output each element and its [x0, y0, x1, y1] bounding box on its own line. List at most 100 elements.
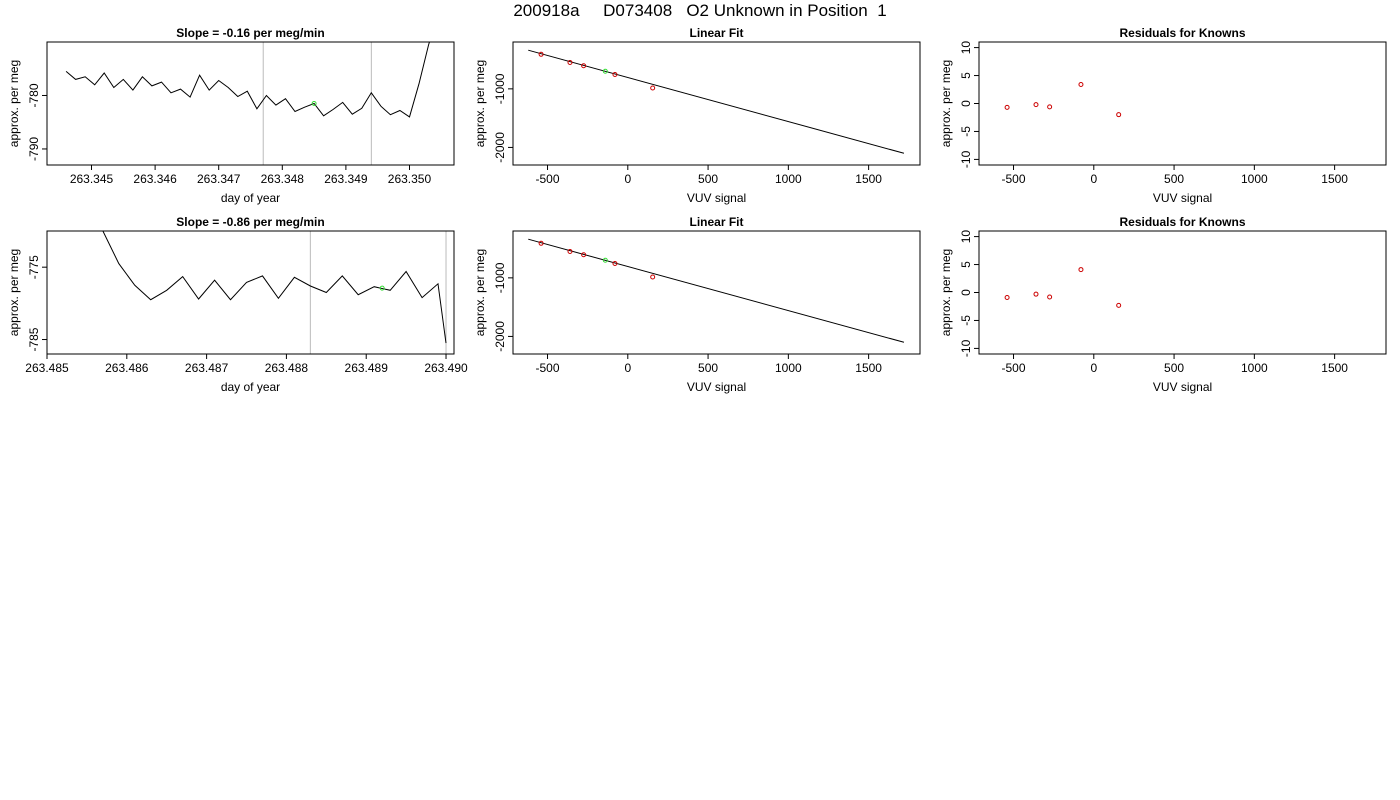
chart-title: Linear Fit: [689, 215, 743, 229]
plot-area: [65, 42, 430, 165]
panel-residuals-1: Residuals for Knowns VUV signal approx. pe…: [932, 24, 1398, 213]
y-tick-label: 10: [959, 41, 973, 55]
x-tick-label: 0: [624, 172, 631, 186]
unknown-point: [379, 285, 385, 291]
known-point: [1078, 81, 1084, 87]
known-point: [567, 60, 573, 65]
x-axis-label: VUV signal: [1153, 191, 1212, 205]
known-point: [581, 252, 587, 258]
plot-area: [528, 238, 905, 343]
known-point: [1047, 104, 1053, 110]
known-point: [1116, 302, 1122, 308]
x-tick-label: 1000: [1241, 361, 1268, 375]
y-axis-label: approx. per meg: [7, 249, 21, 336]
y-tick-label: -10: [959, 150, 973, 168]
y-tick-label: -1000: [493, 73, 507, 104]
x-axis-label: VUV signal: [1153, 380, 1212, 394]
y-axis-label: approx. per meg: [939, 249, 953, 336]
x-tick-label: 263.485: [25, 361, 69, 375]
y-tick-label: -5: [959, 315, 973, 326]
known-point: [1047, 294, 1053, 300]
x-tick-label: 263.489: [345, 361, 389, 375]
known-point: [1033, 291, 1039, 297]
chart-title: Residuals for Knowns: [1119, 215, 1245, 229]
panel-residuals-2: Residuals for Knowns VUV signal approx. pe…: [932, 213, 1398, 402]
x-tick-label: 0: [1090, 361, 1097, 375]
y-tick-label: -5: [959, 126, 973, 137]
x-tick-label: 1500: [1321, 172, 1348, 186]
y-tick-label: 5: [959, 72, 973, 79]
y-axis-label: approx. per meg: [939, 60, 953, 147]
chart-title: Linear Fit: [689, 26, 743, 40]
x-tick-label: 1500: [1321, 361, 1348, 375]
x-axis-label: day of year: [221, 191, 280, 205]
x-tick-label: 263.348: [261, 172, 305, 186]
chart-svg: Linear Fit VUV signal approx. per meg -500 0…: [473, 215, 921, 394]
known-point: [1033, 102, 1039, 108]
known-point: [1004, 104, 1010, 110]
x-tick-label: 1000: [1241, 172, 1268, 186]
chart-title: Slope = -0.16 per meg/min: [176, 26, 324, 40]
y-tick-label: 0: [959, 289, 973, 296]
plot-area: [528, 49, 905, 154]
x-tick-label: 500: [698, 361, 718, 375]
x-tick-label: 500: [698, 172, 718, 186]
y-axis-label: approx. per meg: [7, 60, 21, 147]
x-tick-label: 263.488: [265, 361, 309, 375]
known-point: [538, 51, 544, 57]
x-tick-label: 263.486: [105, 361, 149, 375]
panel-timeseries-2: Slope = -0.86 per meg/min day of year appr…: [0, 213, 468, 402]
x-tick-label: 263.349: [324, 172, 368, 186]
y-tick-label: -10: [959, 339, 973, 357]
y-tick-label: -2000: [493, 321, 507, 352]
x-tick-label: 1000: [775, 172, 802, 186]
x-tick-label: 1500: [855, 361, 882, 375]
chart-svg: Residuals for Knowns VUV signal approx. pe…: [939, 26, 1387, 205]
chart-svg: Linear Fit VUV signal approx. per meg -500 0…: [473, 26, 921, 205]
unknown-point: [311, 101, 317, 106]
y-tick-label: -790: [27, 137, 41, 161]
chart-svg: Slope = -0.86 per meg/min day of year appr…: [7, 215, 468, 394]
x-tick-label: 1500: [855, 172, 882, 186]
known-point: [581, 63, 587, 69]
x-tick-label: 263.490: [424, 361, 468, 375]
x-tick-label: 0: [624, 361, 631, 375]
known-point: [567, 249, 573, 254]
x-tick-label: 500: [1164, 172, 1184, 186]
x-axis-label: VUV signal: [687, 191, 746, 205]
fit-line: [528, 238, 905, 343]
known-point: [1116, 112, 1122, 118]
unknown-point: [602, 257, 608, 263]
plot-frame: [978, 230, 1387, 355]
fit-line: [528, 49, 905, 154]
known-point: [538, 240, 544, 246]
x-tick-label: -500: [536, 361, 560, 375]
panel-linear-fit-1: Linear Fit VUV signal approx. per meg -500 0…: [466, 24, 932, 213]
y-tick-label: -785: [27, 327, 41, 351]
page-title: 200918a D073408 O2 Unknown in Position 1: [513, 1, 887, 20]
panel-timeseries-1: Slope = -0.16 per meg/min day of year appr…: [0, 24, 466, 213]
x-tick-label: 500: [1164, 361, 1184, 375]
unknown-point: [602, 68, 608, 74]
x-tick-label: -500: [536, 172, 560, 186]
y-tick-label: -1000: [493, 262, 507, 293]
plot-frame: [46, 41, 455, 166]
plot-area: [1004, 267, 1122, 308]
chart-title: Slope = -0.86 per meg/min: [176, 215, 324, 229]
y-tick-label: -2000: [493, 132, 507, 163]
plot-frame: [512, 41, 921, 166]
x-axis-label: day of year: [221, 380, 280, 394]
known-point: [650, 274, 656, 280]
plot-frame: [512, 230, 921, 355]
plot-frame: [978, 41, 1387, 166]
x-tick-label: 263.347: [197, 172, 241, 186]
chart-title: Residuals for Knowns: [1119, 26, 1245, 40]
series-line: [102, 231, 447, 344]
x-tick-label: 1000: [775, 361, 802, 375]
x-tick-label: -500: [1002, 361, 1026, 375]
x-tick-label: 0: [1090, 172, 1097, 186]
chart-svg: Slope = -0.16 per meg/min day of year appr…: [7, 26, 455, 205]
x-tick-label: 263.345: [70, 172, 114, 186]
y-tick-label: 10: [959, 230, 973, 244]
plot-area: [102, 231, 447, 354]
